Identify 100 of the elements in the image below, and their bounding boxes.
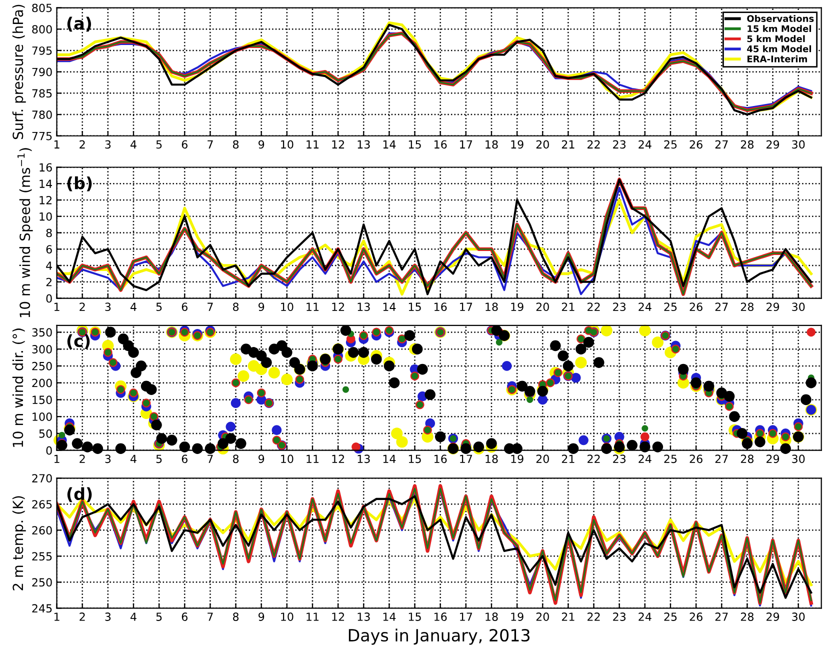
- y-tick-label: 270: [32, 474, 52, 483]
- x-tick-label: 3: [105, 302, 111, 312]
- x-tick-label: 20: [536, 612, 549, 621]
- x-tick-label: 22: [588, 140, 600, 148]
- x-tick-label: 16: [434, 302, 447, 312]
- x-tick-label: 19: [511, 140, 524, 149]
- x-tick-label: 21: [562, 302, 574, 311]
- y-tick-label: 100: [32, 412, 52, 421]
- x-tick-label: 18: [486, 302, 498, 312]
- x-tick-label: 11: [306, 140, 319, 148]
- y-axis-title: 10 m wind dir. (°): [12, 328, 25, 447]
- x-tick-label: 17: [460, 612, 472, 621]
- x-tick-label: 24: [638, 612, 652, 621]
- x-tick-label: 26: [690, 302, 702, 312]
- x-tick-label: 23: [613, 612, 626, 621]
- x-tick-label: 27: [715, 612, 728, 621]
- x-tick-label: 3: [105, 454, 111, 464]
- x-tick-label: 9: [258, 612, 264, 621]
- x-tick-label: 5: [156, 454, 162, 464]
- x-tick-label: 16: [434, 612, 447, 621]
- y-tick-label: 785: [32, 89, 52, 98]
- x-tick-label: 18: [486, 454, 498, 464]
- x-tick-label: 15: [408, 612, 421, 621]
- y-tick-label: 200: [32, 378, 52, 388]
- annotation: (a): [67, 16, 92, 32]
- x-tick-label: 25: [664, 454, 677, 464]
- x-tick-label: 13: [358, 612, 370, 621]
- y-tick-label: 795: [32, 46, 52, 55]
- x-tick-label: 14: [383, 140, 396, 148]
- x-tick-label: 24: [638, 454, 652, 463]
- x-tick-label: 24: [638, 140, 652, 148]
- x-tick-label: 1: [54, 454, 60, 463]
- y-tick-label: 265: [32, 500, 52, 509]
- x-tick-label: 23: [613, 140, 626, 149]
- x-tick-label: 15: [408, 302, 421, 312]
- annotation: (c): [67, 334, 90, 350]
- x-tick-label: 21: [562, 612, 574, 621]
- x-tick-label: 5: [156, 612, 162, 621]
- x-tick-label: 27: [715, 302, 728, 311]
- x-tick-label: 14: [383, 454, 396, 463]
- y-tick-label: 350: [32, 328, 52, 337]
- x-tick-label: 17: [460, 454, 472, 463]
- x-tick-label: 3: [105, 140, 111, 149]
- x-tick-label: 2: [80, 454, 85, 463]
- x-tick-label: 29: [766, 140, 780, 149]
- x-tick-label: 14: [383, 302, 396, 311]
- y-tick-label: 300: [32, 345, 52, 354]
- x-tick-label: 28: [740, 302, 754, 312]
- x-tick-label: 1: [54, 140, 60, 148]
- x-tick-label: 20: [536, 140, 549, 149]
- x-tick-label: 4: [130, 302, 136, 311]
- y-tick-label: 0: [46, 446, 52, 455]
- legend-label: 5 km Model: [747, 35, 805, 42]
- x-tick-label: 20: [536, 454, 549, 464]
- x-tick-label: 22: [588, 612, 600, 621]
- x-tick-label: 2: [80, 302, 85, 311]
- x-tick-label: 15: [408, 140, 421, 149]
- x-tick-label: 13: [358, 140, 370, 149]
- x-tick-label: 10: [281, 454, 294, 464]
- x-tick-label: 12: [332, 302, 344, 311]
- x-tick-label: 2: [80, 140, 85, 148]
- x-tick-label: 30: [792, 140, 805, 149]
- x-tick-label: 30: [792, 454, 805, 464]
- y-axis-title: Surf. pressure (hPa): [12, 4, 26, 140]
- x-tick-label: 18: [486, 612, 498, 621]
- legend-label: 45 km Model: [747, 45, 812, 52]
- x-tick-label: 26: [690, 140, 702, 149]
- x-tick-label: 9: [258, 302, 264, 312]
- x-tick-label: 23: [613, 302, 626, 312]
- x-tick-label: 14: [383, 612, 396, 621]
- x-tick-label: 26: [690, 612, 702, 621]
- x-tick-label: 18: [486, 140, 498, 149]
- x-tick-label: 21: [562, 140, 574, 148]
- x-tick-label: 22: [588, 302, 600, 311]
- y-tick-label: 790: [32, 68, 52, 76]
- x-tick-label: 10: [281, 140, 294, 149]
- x-tick-label: 29: [766, 612, 780, 621]
- y-tick-label: 6: [46, 245, 52, 254]
- x-tick-label: 21: [562, 454, 574, 463]
- annotation: (b): [67, 176, 92, 192]
- y-tick-label: 245: [32, 604, 52, 613]
- x-tick-label: 2: [80, 612, 85, 621]
- y-tick-label: 0: [46, 294, 52, 303]
- x-tick-label: 27: [715, 454, 728, 463]
- y-tick-label: 150: [32, 396, 52, 404]
- x-tick-label: 10: [281, 612, 294, 621]
- x-tick-label: 3: [105, 612, 111, 621]
- y-tick-label: 250: [32, 578, 52, 587]
- x-tick-label: 5: [156, 140, 162, 149]
- x-tick-label: 8: [233, 302, 239, 312]
- x-tick-label: 19: [511, 302, 524, 312]
- x-tick-label: 4: [130, 140, 136, 148]
- x-tick-label: 19: [511, 454, 524, 464]
- annotation: (d): [67, 487, 92, 502]
- x-tick-label: 6: [182, 140, 188, 149]
- x-tick-label: 12: [332, 140, 344, 148]
- x-tick-label: 12: [332, 454, 344, 463]
- y-tick-label: 250: [32, 362, 52, 370]
- y-tick-label: 255: [32, 552, 52, 561]
- y-tick-label: 50: [39, 429, 52, 438]
